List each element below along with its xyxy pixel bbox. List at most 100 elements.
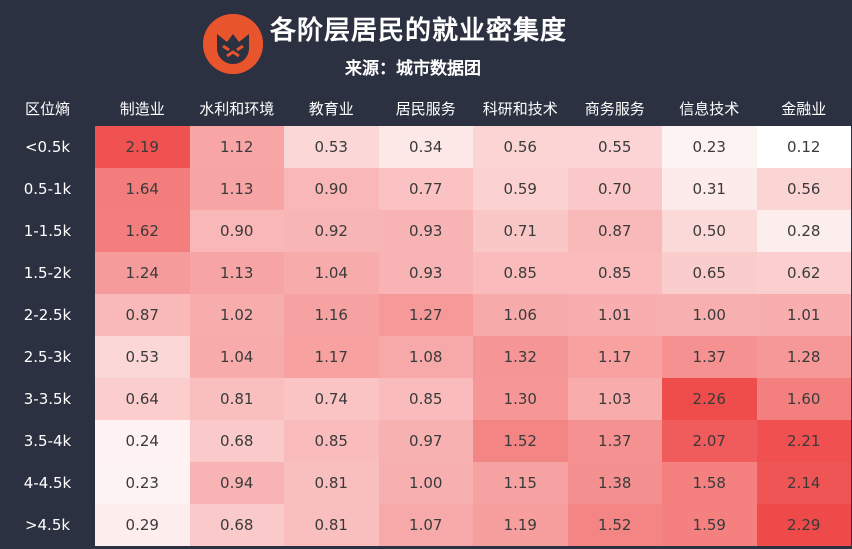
column-header: 教育业 <box>308 100 354 118</box>
chart-source: 来源：城市数据团 <box>345 59 481 79</box>
heatmap-cell: 0.85 <box>284 420 379 462</box>
heatmap-cell: 0.92 <box>284 210 379 252</box>
heatmap-cell: 0.85 <box>378 378 473 420</box>
heatmap-cell: 0.87 <box>95 294 190 336</box>
row-label: 1.5-2k <box>23 264 72 282</box>
heatmap-cell: 1.19 <box>473 504 568 546</box>
heatmap-cell: 1.64 <box>95 168 190 210</box>
heatmap-cell: 1.62 <box>95 210 190 252</box>
heatmap-cell: 1.58 <box>662 462 757 504</box>
heatmap-cell: 0.62 <box>756 252 851 294</box>
heatmap-cell: 1.38 <box>567 462 662 504</box>
heatmap-cell: 1.00 <box>378 462 473 504</box>
heatmap-cell: 0.85 <box>567 252 662 294</box>
column-header: 科研和技术 <box>482 100 558 118</box>
heatmap-cell: 0.53 <box>95 336 190 378</box>
heatmap-cell: 0.31 <box>662 168 757 210</box>
heatmap-cell: 1.08 <box>378 336 473 378</box>
heatmap-cell: 0.93 <box>378 252 473 294</box>
heatmap-cell: 1.52 <box>567 504 662 546</box>
heatmap-cell: 0.56 <box>756 168 851 210</box>
heatmap-cell: 0.23 <box>662 126 757 168</box>
heatmap-cell: 0.74 <box>284 378 379 420</box>
heatmap-cell: 1.04 <box>284 252 379 294</box>
logo-icon <box>203 14 263 74</box>
heatmap-cell: 1.01 <box>756 294 851 336</box>
heatmap-cell: 1.32 <box>473 336 568 378</box>
heatmap-cell: 2.21 <box>756 420 851 462</box>
heatmap-cell: 0.68 <box>189 420 284 462</box>
heatmap-cell: 1.17 <box>567 336 662 378</box>
row-label: 2.5-3k <box>23 348 72 366</box>
column-header: 金融业 <box>781 100 827 118</box>
heatmap-cell: 1.37 <box>662 336 757 378</box>
heatmap-cell: 0.81 <box>189 378 284 420</box>
heatmap-cell: 0.28 <box>756 210 851 252</box>
heatmap-grid: 区位熵 制造业 水利和环境 教育业 居民服务 科研和技术 商务服务 信息技术 金融业 <0.5… <box>0 92 852 549</box>
heatmap-cell: 0.87 <box>567 210 662 252</box>
column-header: 居民服务 <box>395 100 456 118</box>
heatmap-cell: 1.28 <box>756 336 851 378</box>
heatmap-cell: 1.27 <box>378 294 473 336</box>
row-label: 4-4.5k <box>23 474 72 492</box>
heatmap-cell: 1.60 <box>756 378 851 420</box>
chart-header: 各阶层居民的就业密集度 来源：城市数据团 <box>0 0 852 92</box>
heatmap-cell: 2.29 <box>756 504 851 546</box>
heatmap-cell: 0.90 <box>284 168 379 210</box>
heatmap-cell: 0.24 <box>95 420 190 462</box>
row-label: 3-3.5k <box>23 390 72 408</box>
heatmap-cell: 1.03 <box>567 378 662 420</box>
heatmap-cell: 1.01 <box>567 294 662 336</box>
heatmap-cell: 0.12 <box>756 126 851 168</box>
heatmap-cell: 2.26 <box>662 378 757 420</box>
column-header: 商务服务 <box>584 100 645 118</box>
heatmap-cell: 1.37 <box>567 420 662 462</box>
heatmap-cell: 0.71 <box>473 210 568 252</box>
row-label: <0.5k <box>24 138 71 156</box>
heatmap-cell: 0.81 <box>284 462 379 504</box>
heatmap-cell: 0.23 <box>95 462 190 504</box>
heatmap-cell: 0.70 <box>567 168 662 210</box>
heatmap-cell: 1.15 <box>473 462 568 504</box>
heatmap-cell: 1.00 <box>662 294 757 336</box>
heatmap-cell: 0.90 <box>189 210 284 252</box>
heatmap-cell: 0.81 <box>284 504 379 546</box>
heatmap-cell: 0.93 <box>378 210 473 252</box>
heatmap-cell: 2.19 <box>95 126 190 168</box>
column-header-row: 区位熵 制造业 水利和环境 教育业 居民服务 科研和技术 商务服务 信息技术 金融业 <box>0 92 852 126</box>
chart-title: 各阶层居民的就业密集度 <box>270 16 568 46</box>
heatmap-cell: 1.06 <box>473 294 568 336</box>
heatmap-cell: 1.13 <box>189 252 284 294</box>
heatmap-cell: 0.56 <box>473 126 568 168</box>
heatmap-cell: 2.14 <box>756 462 851 504</box>
heatmap-cell: 0.53 <box>284 126 379 168</box>
heatmap-cell: 0.34 <box>378 126 473 168</box>
heatmap-cell: 1.12 <box>189 126 284 168</box>
column-header: 信息技术 <box>679 100 740 118</box>
heatmap-cell: 0.94 <box>189 462 284 504</box>
heatmap-cell: 1.13 <box>189 168 284 210</box>
heatmap-cell: 1.17 <box>284 336 379 378</box>
row-label: 0.5-1k <box>23 180 72 198</box>
column-header: 水利和环境 <box>199 100 275 118</box>
heatmap-cell: 0.65 <box>662 252 757 294</box>
heatmap-cell: 1.04 <box>189 336 284 378</box>
heatmap-cell: 0.68 <box>189 504 284 546</box>
heatmap-cell: 2.07 <box>662 420 757 462</box>
heatmap-cell: 0.64 <box>95 378 190 420</box>
heatmap-cell: 0.77 <box>378 168 473 210</box>
corner-label: 区位熵 <box>24 100 70 118</box>
heatmap-cell: 0.50 <box>662 210 757 252</box>
heatmap-cell: 0.55 <box>567 126 662 168</box>
heatmap-cell: 1.30 <box>473 378 568 420</box>
row-label: 2-2.5k <box>23 306 72 324</box>
heatmap-cell: 1.16 <box>284 294 379 336</box>
heatmap-cell: 1.02 <box>189 294 284 336</box>
heatmap-cell: 1.52 <box>473 420 568 462</box>
row-label: 3.5-4k <box>23 432 72 450</box>
row-label: 1-1.5k <box>23 222 72 240</box>
heatmap-cell: 0.29 <box>95 504 190 546</box>
heatmap-cell: 0.97 <box>378 420 473 462</box>
column-header: 制造业 <box>119 100 165 118</box>
heatmap-cell: 1.59 <box>662 504 757 546</box>
